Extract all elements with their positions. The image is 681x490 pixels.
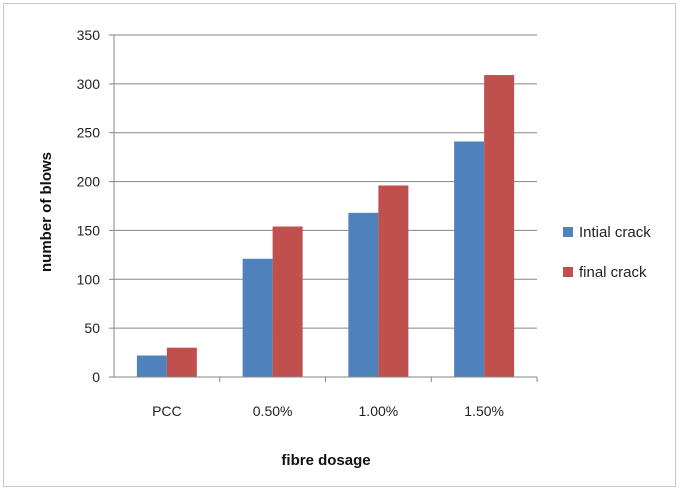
bar-final-crack [272,226,303,377]
y-tick-label: 350 [77,27,101,43]
bars [136,75,515,377]
bar-final-crack [166,347,197,377]
y-axis-title: number of blows [38,152,55,272]
bar-final-crack [378,185,409,377]
legend-swatch [563,227,573,237]
bar-initial-crack [242,258,273,377]
x-tick-label: 0.50% [253,403,293,419]
bar-final-crack [484,75,515,377]
bar-initial-crack [454,141,485,377]
axes [109,34,538,382]
y-tick-label: 200 [77,174,101,190]
x-tick-label: 1.50% [464,403,504,419]
x-tick-labels: PCC 0.50% 1.00% 1.50% [152,403,504,419]
y-tick-label: 250 [77,125,101,141]
y-tick-labels: 0 50 100 150 200 250 300 350 [77,27,101,385]
y-tick-label: 0 [92,369,100,385]
y-tick-label: 100 [77,271,101,287]
y-tick-label: 300 [77,76,101,92]
x-tick-label: PCC [152,403,182,419]
legend-label: final crack [579,264,647,281]
bar-initial-crack [348,212,379,377]
legend: Intial crack final crack [563,224,651,281]
y-tick-label: 150 [77,222,101,238]
x-tick-label: 1.00% [359,403,399,419]
legend-swatch [563,267,573,277]
y-tick-label: 50 [84,320,100,336]
bar-initial-crack [136,355,167,377]
x-axis-title: fibre dosage [281,452,370,469]
legend-label: Intial crack [579,224,651,241]
